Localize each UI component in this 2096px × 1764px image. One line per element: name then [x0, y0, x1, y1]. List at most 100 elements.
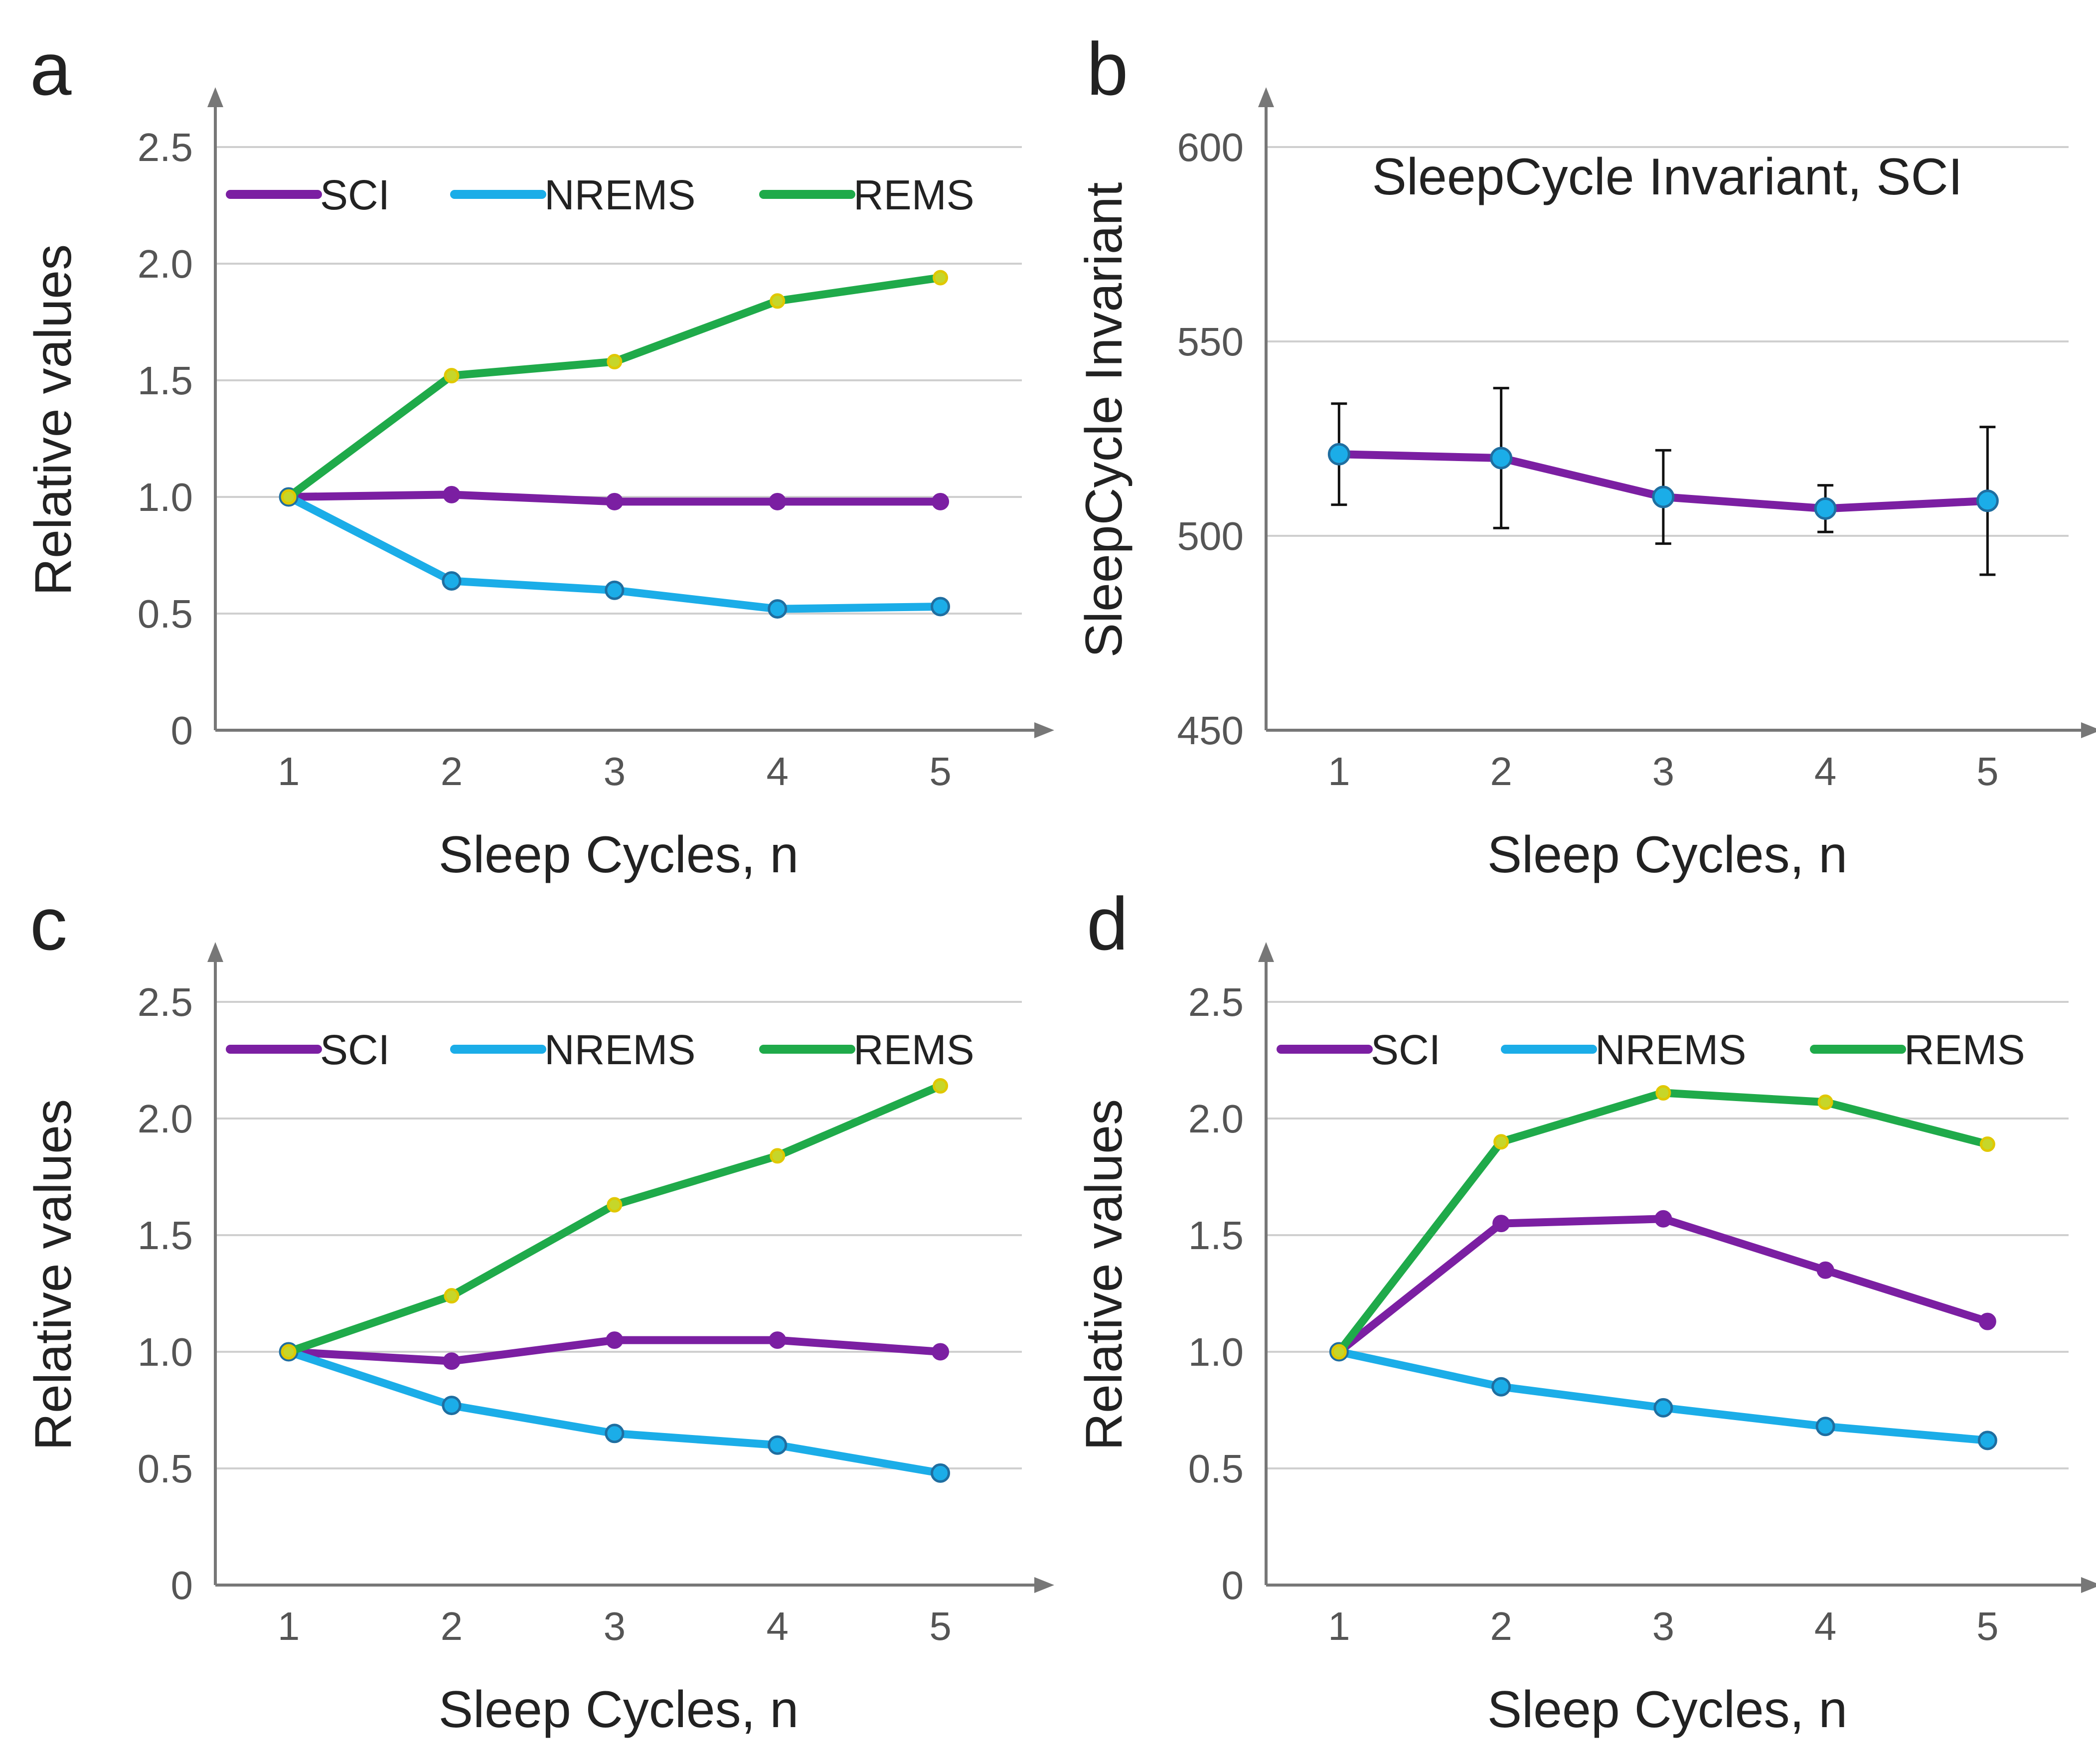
x-tick-label: 5 [929, 749, 952, 794]
data-point-sci [443, 485, 461, 503]
series-rems [281, 270, 949, 505]
x-axis-title: Sleep Cycles, n [439, 826, 799, 884]
data-point-rems [770, 293, 786, 309]
x-axis-arrow [1034, 722, 1054, 738]
y-tick-label: 0 [171, 1563, 193, 1607]
x-tick-label: 3 [604, 1604, 626, 1648]
series-nrems [1329, 1342, 1997, 1450]
data-point-sci [932, 492, 950, 510]
y-tick-label: 2.5 [138, 125, 193, 169]
data-point-sci [1976, 489, 1999, 512]
y-axis-arrow [207, 942, 223, 962]
data-point-rems [1979, 1136, 1995, 1152]
x-tick-label: 1 [1328, 1604, 1350, 1648]
data-point-sci [443, 1352, 461, 1370]
series-line-rems [285, 274, 945, 501]
legend-label-nrems: NREMS [1595, 1026, 1746, 1073]
legend-label-rems: REMS [1904, 1026, 2025, 1073]
x-axis-title: Sleep Cycles, n [1487, 1681, 1848, 1739]
data-point-rems [444, 1288, 460, 1304]
y-tick-label: 500 [1177, 514, 1244, 558]
data-point-rems [1655, 1085, 1671, 1101]
data-point-sci [932, 1343, 950, 1361]
series-sci [280, 485, 950, 510]
data-point-nrems [768, 599, 788, 619]
data-point-sci [769, 492, 787, 510]
data-point-nrems [768, 1435, 788, 1455]
y-tick-label: 2.0 [1188, 1097, 1244, 1141]
data-point-rems [607, 354, 623, 370]
panel-letter: d [1087, 882, 1128, 965]
y-axis-arrow [207, 87, 223, 107]
y-axis-arrow [1258, 942, 1274, 962]
y-tick-label: 0 [171, 708, 193, 753]
x-tick-label: 3 [604, 749, 626, 794]
data-point-sci [1814, 497, 1837, 520]
x-tick-label: 1 [278, 1604, 300, 1648]
series-sci [1327, 387, 1999, 576]
data-point-rems [933, 1078, 949, 1094]
data-point-rems [281, 489, 297, 505]
y-axis-title: Relative values [24, 1099, 82, 1450]
legend-label-sci: SCI [1371, 1026, 1441, 1073]
y-tick-label: 2.0 [138, 1097, 193, 1141]
y-tick-label: 0 [1222, 1563, 1244, 1607]
x-axis-arrow [2081, 722, 2096, 738]
x-tick-label: 1 [278, 749, 300, 794]
series-rems [1331, 1085, 1995, 1360]
data-point-rems [1817, 1094, 1833, 1110]
x-tick-label: 2 [441, 749, 463, 794]
x-tick-label: 2 [441, 1604, 463, 1648]
data-point-nrems [1653, 1398, 1673, 1418]
panel-c: c 0 0.5 1.0 1.5 2.0 2.5 1 2 3 4 5 Sleep Cycles, n Rel… [24, 882, 1054, 1739]
series-rems [281, 1078, 949, 1360]
y-tick-label: 1.0 [138, 1330, 193, 1374]
series-line-rems [285, 1082, 945, 1356]
x-tick-label: 4 [1814, 1604, 1837, 1648]
data-point-nrems [1977, 1431, 1997, 1450]
data-point-rems [770, 1148, 786, 1164]
y-tick-label: 1.5 [138, 1213, 193, 1258]
data-point-nrems [442, 571, 462, 591]
series-sci [280, 1331, 950, 1370]
x-axis-arrow [1034, 1577, 1054, 1593]
x-axis-arrow [2081, 1577, 2096, 1593]
chart-title: SleepCycle Invariant, SCI [1372, 148, 1963, 206]
y-tick-label: 0.5 [138, 1446, 193, 1491]
x-tick-label: 3 [1652, 749, 1675, 794]
data-point-nrems [605, 1424, 625, 1443]
legend-label-sci: SCI [320, 1026, 390, 1073]
y-axis-arrow [1258, 87, 1274, 107]
series-sci [1330, 1210, 1996, 1361]
data-point-sci [1978, 1312, 1996, 1330]
panel-d: d 0 0.5 1.0 1.5 2.0 2.5 1 2 3 4 5 Sleep Cycles, n Rel… [1075, 882, 2096, 1739]
y-axis-title: Relative values [1075, 1099, 1133, 1450]
x-tick-label: 5 [1976, 1604, 1999, 1648]
data-point-rems [933, 270, 949, 286]
data-point-nrems [1815, 1417, 1835, 1437]
y-tick-label: 1.5 [1188, 1213, 1244, 1258]
data-point-sci [1652, 485, 1675, 508]
data-point-rems [607, 1197, 623, 1213]
y-tick-label: 550 [1177, 320, 1244, 364]
data-point-rems [1493, 1134, 1509, 1150]
data-point-nrems [605, 580, 625, 600]
panel-letter: c [30, 882, 67, 965]
legend-label-rems: REMS [853, 1026, 974, 1073]
x-tick-label: 2 [1490, 749, 1512, 794]
x-tick-label: 3 [1652, 1604, 1675, 1648]
legend-label-sci: SCI [320, 171, 390, 218]
y-tick-label: 2.5 [1188, 980, 1244, 1024]
data-point-nrems [931, 1463, 951, 1483]
panel-a: a 0 0.5 1.0 1.5 2.0 2.5 1 2 3 4 5 Sleep Cycles, n Rel… [24, 27, 1054, 884]
y-tick-label: 600 [1177, 125, 1244, 169]
y-axis-title: Relative values [24, 244, 82, 596]
x-tick-label: 1 [1328, 749, 1350, 794]
data-point-sci [1654, 1210, 1672, 1228]
legend-label-nrems: NREMS [544, 1026, 695, 1073]
data-point-sci [1492, 1215, 1510, 1233]
x-axis-title: Sleep Cycles, n [1487, 826, 1848, 884]
y-axis-title: SleepCycle Invariant [1075, 182, 1133, 657]
y-tick-label: 1.0 [138, 475, 193, 519]
series-line-sci [1335, 1215, 1992, 1356]
